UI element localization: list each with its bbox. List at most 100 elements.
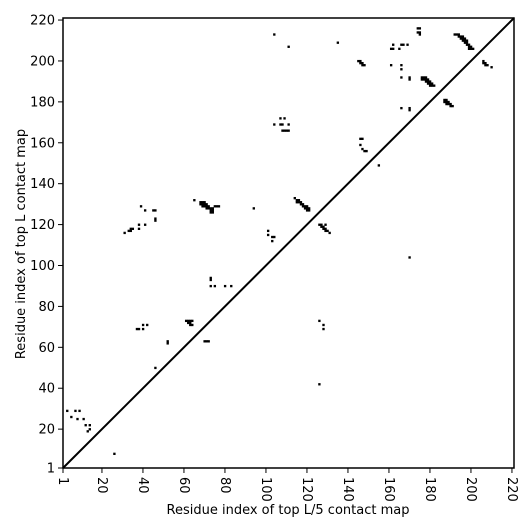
y-tick-label: 40 [38,382,55,397]
contact-point [123,231,126,235]
contact-point [322,327,325,331]
contact-point [207,340,210,343]
contact-point [207,205,210,208]
contact-point [299,203,303,206]
contact-point [211,211,214,214]
x-axis-label: Residue index of top L/5 contact map [167,503,410,518]
contact-point [201,201,204,204]
contact-point [184,319,188,323]
contact-point [486,64,489,67]
contact-point [469,45,473,48]
contact-point [363,149,366,153]
contact-point [203,203,206,206]
contact-point [359,61,362,65]
diagonal-line [62,17,515,469]
contact-point [305,205,309,208]
contact-point [422,76,426,79]
contact-point [359,137,362,141]
contact-point [213,284,217,288]
contact-point [303,205,307,208]
contact-point [76,417,79,421]
contact-point [297,201,301,204]
contact-point [430,82,434,85]
contact-point [154,366,157,370]
contact-point [299,201,303,204]
contact-point [139,205,143,208]
contact-point [398,47,401,51]
contact-point [418,33,422,36]
contact-point [187,319,190,323]
contact-point [201,205,204,208]
contact-point [418,31,422,34]
x-tick-label: 80 [217,477,232,494]
contact-point [359,143,362,147]
contact-point [361,61,364,65]
contact-point [86,430,89,433]
contact-point [307,209,311,212]
contact-point [430,84,434,87]
contact-point [305,207,309,210]
contact-point [187,321,190,325]
contact-point [283,117,286,120]
contact-point [445,100,448,104]
x-tick-label: 140 [340,477,355,502]
contact-point [135,327,139,331]
contact-point [209,211,212,214]
contact-point [463,41,467,44]
contact-point [328,231,331,235]
y-tick-label: 1 [47,462,55,477]
contact-point [389,64,393,67]
contact-point [303,207,307,210]
contact-point [357,59,360,63]
contact-point [324,229,327,233]
contact-point [426,80,430,83]
contact-point [467,47,471,51]
contact-point [84,424,87,427]
contact-point [191,319,194,323]
contact-point [189,321,192,325]
contact-point [443,100,446,104]
contact-point [424,76,428,79]
contact-point [205,205,208,208]
contact-point [400,68,403,71]
contact-point [266,233,270,237]
contact-point [457,35,460,38]
contact-point [465,43,469,46]
contact-point [78,409,81,413]
contact-point [88,424,91,427]
contact-point [273,123,276,126]
contact-point [322,323,325,327]
contact-point [285,129,288,132]
y-tick-label: 140 [30,177,55,192]
contact-point [127,229,130,233]
contact-point [465,41,469,44]
contact-point [82,417,85,421]
contact-point [137,227,141,231]
contact-point [400,106,403,110]
contact-point [205,340,208,343]
contact-point [166,340,169,343]
contact-point [318,319,321,323]
contact-point [408,78,411,81]
contact-point [389,47,393,51]
contact-point [459,35,463,38]
contact-point [141,327,145,331]
contact-point [424,78,428,81]
contact-point [449,102,452,106]
contact-point [426,82,430,85]
y-tick-label: 60 [38,341,55,356]
contact-point [408,109,411,112]
contact-point [211,207,214,210]
contact-point [447,102,450,106]
contact-point [287,123,290,126]
contact-point [279,123,282,126]
contact-point [209,207,212,210]
contact-point [420,78,424,81]
contact-point [205,203,208,206]
contact-point [283,129,286,132]
contact-point [453,33,456,36]
contact-point [217,205,221,208]
contact-point [400,43,403,46]
contact-point [113,452,116,456]
